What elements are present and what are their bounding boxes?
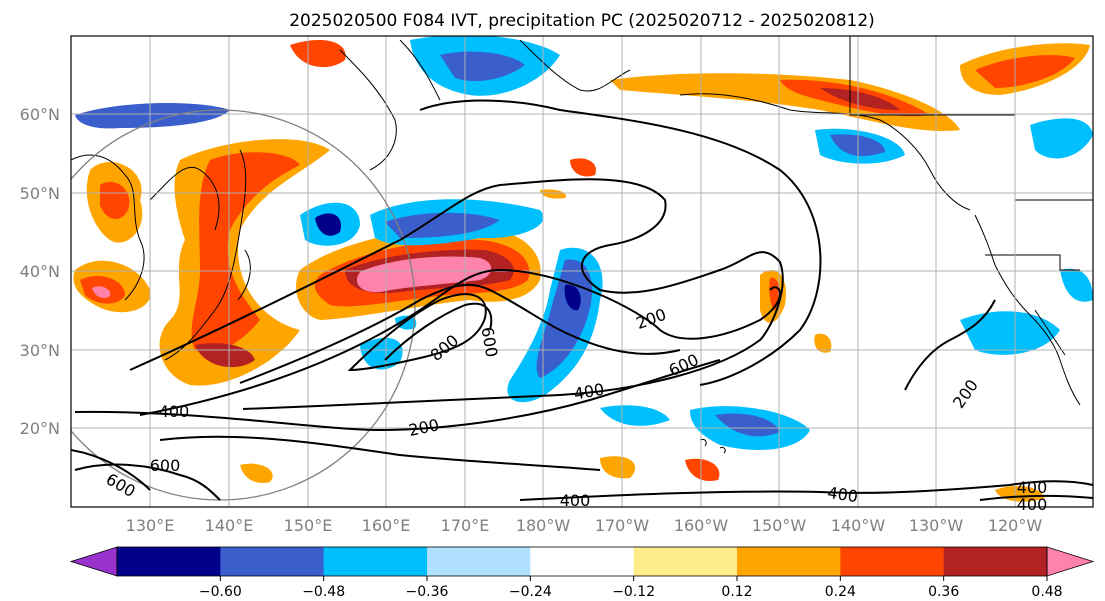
lat-label: 50°N — [20, 184, 60, 203]
contour-label-600: 600 — [150, 456, 181, 475]
shade-blue-south — [360, 337, 403, 370]
ivt-200-outer — [129, 178, 784, 410]
shade-pink-korea — [92, 286, 111, 298]
colorbar-cell — [633, 547, 738, 576]
contour-label-400: 400 — [1017, 495, 1048, 514]
coast-baja — [1034, 309, 1066, 356]
shade-orange-goa — [610, 73, 960, 131]
ivt-600 — [239, 283, 681, 384]
lon-label: 150°E — [284, 516, 333, 535]
shade-orange-mid2 — [540, 189, 566, 199]
ivt-400-south — [74, 359, 721, 432]
colorbar-extend-max — [1046, 546, 1095, 577]
ivt-200-north — [419, 99, 822, 386]
ivt-600-west — [71, 449, 151, 491]
contour-label-400: 400 — [1017, 478, 1048, 497]
shade-orange-top — [290, 40, 346, 68]
ivt-contours — [71, 99, 1093, 501]
colorbar-cells — [69, 546, 1095, 577]
ivt-400 — [139, 268, 781, 416]
colorbar-cell — [840, 547, 945, 576]
shade-blue-nwus — [1030, 118, 1093, 159]
map-frame — [70, 35, 1094, 508]
lat-label: 60°N — [20, 105, 60, 124]
shade-royal-tropic — [715, 413, 780, 437]
lon-label: 170°E — [441, 516, 490, 535]
lon-label: 130°W — [909, 516, 964, 535]
shade-orange-sw — [240, 463, 273, 484]
lon-label: 170°W — [595, 516, 650, 535]
colorbar-cell — [530, 547, 635, 576]
colorbar: −0.60 −0.48 −0.36 −0.24 −0.12 0.12 0.24 0.36 0.4… — [69, 546, 1095, 600]
colorbar-cell — [117, 547, 221, 576]
shade-navy-kuril — [315, 213, 341, 236]
shade-orange-hawaii — [685, 458, 720, 481]
ivt-600-inner — [384, 302, 493, 361]
lon-label: 130°E — [126, 516, 175, 535]
lon-label: 120°W — [988, 516, 1043, 535]
shade-royal-alaska — [440, 51, 525, 82]
colorbar-tick-label: −0.24 — [509, 584, 552, 600]
ivt-200-west — [159, 435, 601, 471]
figure-title: 2025020500 F084 IVT, precipitation PC (2… — [289, 11, 875, 31]
contour-label-400: 400 — [826, 483, 859, 506]
shade-royal-central — [536, 259, 593, 378]
shade-orange-se — [600, 456, 636, 479]
colorbar-cell — [427, 547, 531, 576]
shade-blue-ca — [960, 311, 1060, 355]
shade-orange-kam — [570, 158, 596, 177]
colorbar-tick-label: 0.24 — [825, 584, 856, 600]
shade-blue-baja — [1060, 268, 1093, 302]
contour-label-400: 400 — [159, 402, 190, 421]
colorbar-ticks: −0.60 −0.48 −0.36 −0.24 −0.12 0.12 0.24 0.36 0.4… — [199, 576, 1063, 600]
colorbar-tick-label: −0.48 — [302, 584, 345, 600]
shade-red-bc — [975, 55, 1075, 88]
shade-blue-nwcoast — [75, 103, 230, 129]
lat-label: 40°N — [20, 262, 60, 281]
shade-darkred-goa — [820, 88, 900, 110]
lat-label: 20°N — [20, 419, 60, 438]
lon-label: 140°E — [205, 516, 254, 535]
colorbar-tick-label: 0.36 — [928, 584, 959, 600]
ivt-600-sw — [74, 463, 221, 501]
lon-label: 160°E — [362, 516, 411, 535]
colorbar-tick-label: −0.60 — [199, 584, 242, 600]
lon-label: 160°W — [674, 516, 729, 535]
contour-label-400: 400 — [560, 491, 591, 510]
ivt-800 — [347, 293, 487, 372]
lon-label: 140°W — [831, 516, 886, 535]
shade-red-japan — [100, 181, 130, 220]
longitude-labels: 130°E 140°E 150°E 160°E 170°E 180°W 170°… — [126, 516, 1043, 535]
colorbar-outline — [116, 546, 1048, 577]
colorbar-cell — [943, 547, 1048, 576]
colorbar-cell — [737, 547, 841, 576]
latitude-labels: 60°N 50°N 40°N 30°N 20°N — [20, 105, 60, 438]
coast-asia — [71, 149, 251, 361]
shade-pink-jet — [356, 256, 492, 293]
ivt-200-east — [904, 299, 996, 391]
colorbar-cell — [323, 547, 428, 576]
colorbar-tick-label: −0.36 — [406, 584, 449, 600]
colorbar-cell — [220, 547, 325, 576]
lon-label: 150°W — [752, 516, 807, 535]
map-panel: 200 200 200 400 400 400 400 400 400 600 … — [70, 35, 1094, 514]
border-us-mexico — [985, 254, 1080, 271]
shade-blue-tropicw — [600, 405, 670, 426]
coast-alaska — [519, 39, 971, 211]
shade-darkred-south — [195, 343, 255, 368]
coast-na-west — [974, 214, 1081, 406]
colorbar-extend-min — [69, 546, 118, 577]
shade-orange-ca — [814, 333, 832, 353]
lat-label: 30°N — [20, 341, 60, 360]
colorbar-tick-label: 0.12 — [721, 584, 752, 600]
colorbar-tick-label: −0.12 — [612, 584, 655, 600]
ivt-400-far — [979, 494, 1093, 501]
ivt-400-se — [519, 480, 1093, 501]
lon-label: 180°W — [516, 516, 571, 535]
shade-navy-central — [564, 284, 581, 311]
colorbar-tick-label: 0.48 — [1031, 584, 1062, 600]
